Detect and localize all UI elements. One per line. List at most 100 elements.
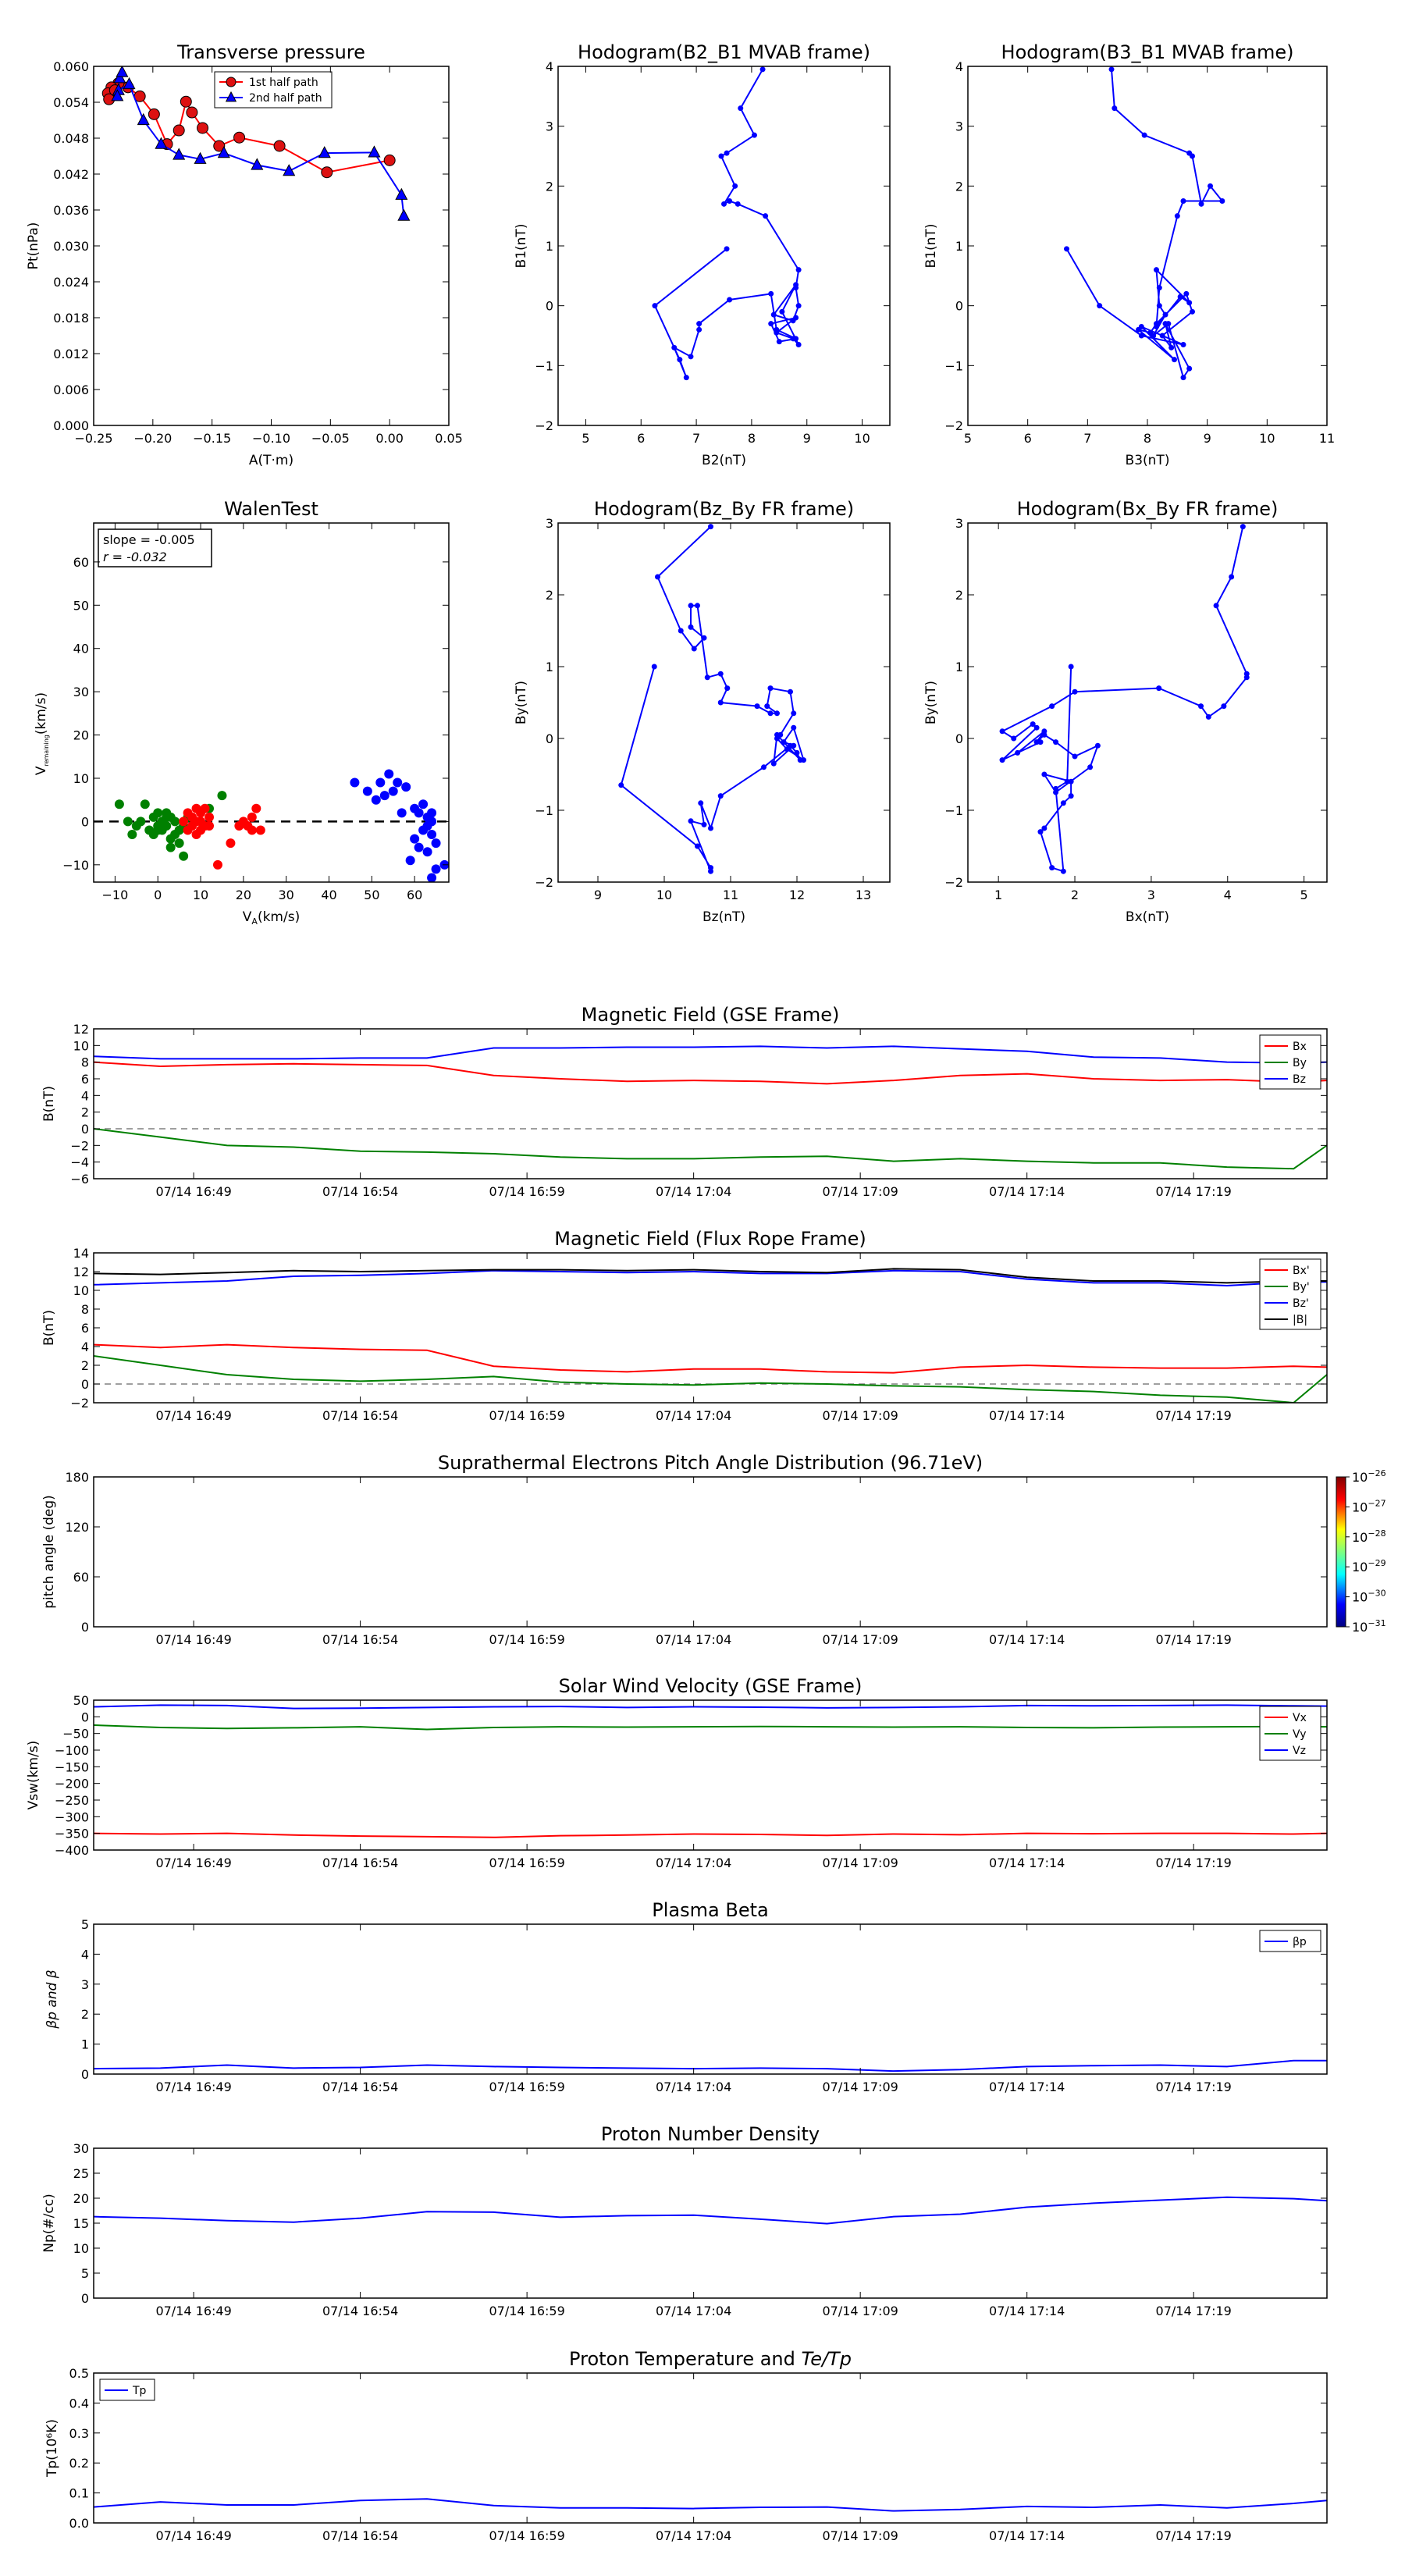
y-tick-label: 20 bbox=[73, 2191, 89, 2206]
y-tick-label: 50 bbox=[73, 598, 89, 613]
y-axis-label: B(nT) bbox=[41, 1086, 57, 1122]
series-line-b bbox=[94, 1268, 1327, 1284]
series-line-by bbox=[94, 1128, 1327, 1170]
scatter-point-blue bbox=[388, 786, 398, 796]
y-tick-label: 8 bbox=[81, 1302, 89, 1317]
legend-label: |B| bbox=[1293, 1314, 1307, 1326]
hodogram-point bbox=[735, 201, 741, 207]
hodogram-point bbox=[791, 710, 797, 717]
y-tick-label: −2 bbox=[944, 418, 963, 433]
time-tick-label: 07/14 17:19 bbox=[1156, 2304, 1232, 2318]
hodogram-point bbox=[770, 311, 777, 318]
y-tick-label: 0.036 bbox=[53, 203, 89, 218]
scatter-point-blue bbox=[362, 786, 372, 796]
panel-np: Proton Number Density 07/14 16:49 07/14 16… bbox=[41, 2123, 1328, 2318]
hodogram-point bbox=[1180, 342, 1186, 347]
y-tick-label: 4 bbox=[81, 1340, 89, 1354]
y-tick-label: 0 bbox=[955, 731, 963, 746]
hodogram-point bbox=[801, 757, 806, 763]
y-tick-label: 2 bbox=[546, 179, 553, 194]
plot-frame bbox=[93, 1923, 1328, 2075]
marker-triangle bbox=[283, 164, 296, 176]
panel-walen-test: WalenTest slope = -0.005 r = -0.032 −10 0 10 2… bbox=[34, 498, 450, 927]
y-tick-label: −50 bbox=[62, 1727, 89, 1742]
time-tick-label: 07/14 16:49 bbox=[155, 2528, 231, 2543]
panel-title: Proton Number Density bbox=[601, 2123, 820, 2145]
hodogram-point bbox=[717, 671, 724, 677]
hodogram-point bbox=[688, 818, 694, 824]
y-axis-label: B(nT) bbox=[41, 1310, 57, 1346]
hodogram-point bbox=[721, 201, 727, 207]
hodogram-point bbox=[1205, 713, 1211, 720]
hodogram-point bbox=[1112, 105, 1118, 112]
x-tick-label: 6 bbox=[637, 431, 645, 446]
hodogram-point bbox=[1156, 285, 1162, 291]
y-tick-label: 1 bbox=[955, 239, 963, 254]
hodogram-point bbox=[767, 710, 774, 717]
scatter-point-blue bbox=[379, 791, 389, 801]
scatter-point-blue bbox=[427, 817, 437, 827]
panel-title: Hodogram(Bz_By FR frame) bbox=[594, 498, 854, 520]
hodogram-point bbox=[1154, 324, 1159, 329]
time-tick-label: 07/14 17:09 bbox=[823, 1856, 898, 1870]
y-tick-label: 50 bbox=[73, 1693, 89, 1708]
scatter-point-red bbox=[200, 803, 210, 813]
scatter-point-blue bbox=[405, 856, 415, 866]
y-tick-label: 10 bbox=[73, 1283, 89, 1298]
hodogram-point bbox=[718, 153, 724, 159]
scatter-point-blue bbox=[431, 864, 441, 874]
x-tick-label: 9 bbox=[1204, 431, 1211, 446]
hodogram-point bbox=[1156, 303, 1162, 309]
time-tick-label: 07/14 16:54 bbox=[322, 1632, 398, 1647]
marker-triangle bbox=[368, 145, 381, 158]
y-tick-label: −1 bbox=[944, 358, 963, 373]
colorbar-exponent: −31 bbox=[1368, 1618, 1385, 1628]
time-tick-label: 07/14 17:09 bbox=[823, 1408, 898, 1423]
y-axis-label: By(nT) bbox=[514, 681, 529, 724]
y-tick-label: 1 bbox=[546, 239, 553, 254]
y-tick-label: 5 bbox=[81, 1917, 89, 1932]
scatter-point-red bbox=[251, 803, 261, 813]
hodogram-point bbox=[618, 782, 624, 788]
plot-area bbox=[94, 1045, 1327, 1170]
x-tick-label: 30 bbox=[279, 888, 294, 902]
hodogram-point bbox=[790, 318, 796, 324]
series-line-bx bbox=[94, 1343, 1327, 1374]
time-tick-label: 07/14 16:59 bbox=[489, 2528, 564, 2543]
time-tick-label: 07/14 17:04 bbox=[656, 2080, 731, 2094]
y-tick-label: 0.006 bbox=[53, 382, 89, 397]
hodogram-line bbox=[620, 525, 806, 872]
hodogram-point bbox=[1240, 524, 1246, 530]
time-tick-label: 07/14 16:49 bbox=[155, 1632, 231, 1647]
marker-circle bbox=[213, 140, 226, 152]
y-axis-label: pitch angle (deg) bbox=[41, 1495, 57, 1609]
panel-vsw: Solar Wind Velocity (GSE Frame) 07/14 16:… bbox=[26, 1675, 1328, 1870]
hodogram-point bbox=[1208, 183, 1213, 189]
hodogram-point bbox=[1168, 344, 1175, 350]
hodogram-point bbox=[727, 297, 733, 303]
hodogram-point bbox=[1053, 789, 1059, 795]
legend-label: βp bbox=[1293, 1936, 1307, 1948]
r-text: r = -0.032 bbox=[103, 550, 167, 564]
hodogram-point bbox=[1186, 150, 1193, 156]
legend-label: Tp bbox=[132, 2385, 147, 2397]
time-tick-label: 07/14 16:54 bbox=[322, 1184, 398, 1199]
marker-triangle bbox=[173, 148, 186, 160]
hodogram-point bbox=[688, 354, 694, 360]
legend-marker-circle bbox=[226, 76, 237, 87]
y-tick-label: 2 bbox=[81, 1358, 89, 1373]
hodogram-point bbox=[1186, 365, 1193, 372]
y-tick-label: 2 bbox=[546, 588, 553, 603]
scatter-point-blue bbox=[410, 834, 420, 844]
marker-circle bbox=[186, 106, 198, 119]
time-tick-label: 07/14 16:59 bbox=[489, 2080, 564, 2094]
time-tick-label: 07/14 17:09 bbox=[823, 2080, 898, 2094]
legend-label: Bz' bbox=[1293, 1297, 1309, 1310]
scatter-point-blue bbox=[401, 782, 411, 792]
time-tick-label: 07/14 16:59 bbox=[489, 1184, 564, 1199]
y-axis-label: βp and β bbox=[44, 1969, 60, 2029]
marker-triangle bbox=[194, 151, 207, 164]
x-tick-label: 3 bbox=[1147, 888, 1155, 902]
hodogram-point bbox=[708, 524, 713, 530]
hodogram-point bbox=[1186, 300, 1193, 306]
